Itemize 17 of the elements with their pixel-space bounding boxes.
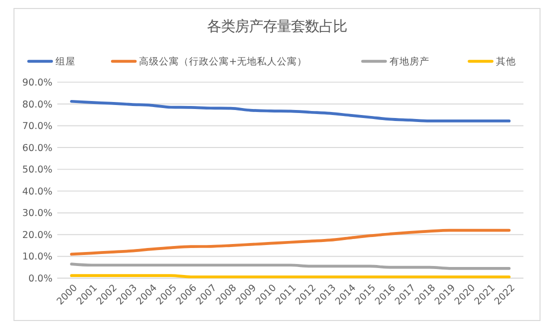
y-tick-label: 40.0% xyxy=(22,186,52,198)
y-tick-label: 60.0% xyxy=(22,142,52,154)
chart-title: 各类房产存量套数占比 xyxy=(207,18,347,35)
y-tick-label: 20.0% xyxy=(22,230,52,241)
legend-label: 有地房产 xyxy=(389,56,430,68)
y-tick-label: 50.0% xyxy=(22,164,52,176)
y-tick-label: 0.0% xyxy=(28,274,52,285)
y-tick-label: 10.0% xyxy=(22,252,52,263)
line-series xyxy=(70,100,511,122)
line-series xyxy=(70,228,511,256)
y-tick-label: 70.0% xyxy=(22,121,52,132)
y-tick-label: 30.0% xyxy=(22,208,52,220)
legend-label: 其他 xyxy=(496,56,516,68)
legend-label: 组屋 xyxy=(55,56,76,68)
y-tick-label: 90.0% xyxy=(22,78,52,89)
legend-label: 高级公寓（行政公寓+无地私人公寓） xyxy=(139,56,308,68)
y-tick-label: 80.0% xyxy=(22,99,52,110)
